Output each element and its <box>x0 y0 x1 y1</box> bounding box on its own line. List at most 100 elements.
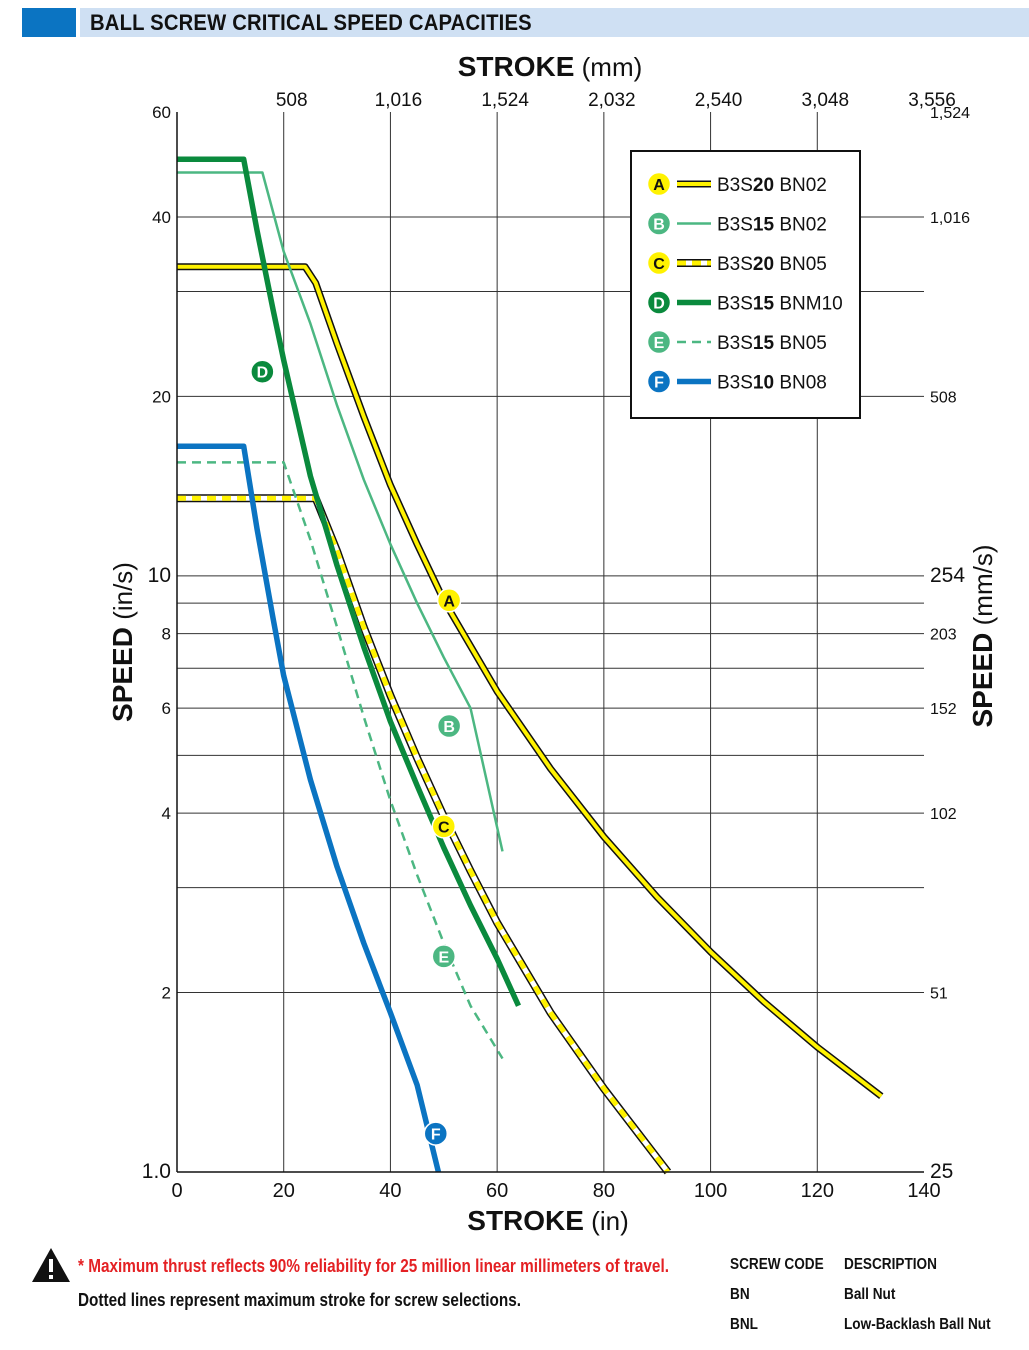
legend-item-F-badge: F <box>646 369 672 394</box>
y-tick-label-right: 102 <box>930 806 957 823</box>
x-axis-title-bottom: STROKE (in) <box>467 1205 628 1236</box>
series-A-badge-circle <box>436 588 462 613</box>
dotted-lines-footnote: Dotted lines represent maximum stroke fo… <box>78 1290 522 1310</box>
legend-item-A-badge: A <box>646 171 672 197</box>
series-E-line <box>177 461 504 1060</box>
y-tick-label-left: 10 <box>148 564 171 587</box>
x-tick-label-top: 1,524 <box>481 90 529 111</box>
series-B-badge-letter: B <box>443 719 455 736</box>
y-tick-label-left: 6 <box>162 699 171 718</box>
page-title: BALL SCREW CRITICAL SPEED CAPACITIES <box>90 10 532 35</box>
y-tick-label-left: 20 <box>152 387 171 406</box>
legend-item-B-badge: B <box>646 211 672 236</box>
series-C-badge-letter: C <box>653 256 665 273</box>
legend-item-C-label: B3S20 BN05 <box>717 254 827 275</box>
series-D-badge-letter: D <box>257 365 269 382</box>
critical-speed-chart: 0 20 40 60 80 100 120 140 508 1,016 1,524 2,032 2,54… <box>107 51 998 1236</box>
column-header-description: DESCRIPTION <box>844 1256 937 1273</box>
series-D-badge-circle <box>250 359 275 384</box>
legend-item-E-label: B3S15 BN05 <box>717 333 827 354</box>
legend: A B3S20 BN02 B B3S15 BN02 C B3S20 BN05 D B3S15 … <box>630 150 861 419</box>
series-E-badge-circle <box>431 944 457 969</box>
y-tick-label-right: 152 <box>930 701 957 718</box>
series-C-badge-circle <box>431 814 457 839</box>
screw-code-cell: BN <box>730 1286 750 1303</box>
page-header: BALL SCREW CRITICAL SPEED CAPACITIES <box>0 8 1029 37</box>
x-tick-label-top: 2,032 <box>588 90 636 111</box>
series-lines <box>177 156 884 1175</box>
series-C-line <box>177 495 670 1174</box>
series-B-badge-letter: B <box>653 217 665 234</box>
screw-code-cell: BNL <box>730 1316 758 1333</box>
series-E-badge-letter: E <box>438 949 449 966</box>
series-D-badge-circle <box>646 290 672 315</box>
y-tick-label-right: 1,016 <box>930 210 970 227</box>
header-accent-block <box>22 8 76 37</box>
x-tick-label-top: 1,016 <box>375 90 423 111</box>
series-A-badge-circle <box>646 171 672 197</box>
y-tick-label-right: 51 <box>930 986 948 1003</box>
y-tick-label-right: 203 <box>930 627 957 644</box>
axes: 0 20 40 60 80 100 120 140 508 1,016 1,524 2,032 2,54… <box>107 51 998 1236</box>
header-band <box>80 8 1029 37</box>
y-tick-label-right: 254 <box>930 564 965 587</box>
series-A-badge-letter: A <box>443 593 455 610</box>
series-F-badge-circle <box>423 1121 449 1146</box>
x-tick-label-top: 3,048 <box>802 90 850 111</box>
y-tick-label-left: 40 <box>152 208 171 227</box>
x-tick-label-top: 2,540 <box>695 90 743 111</box>
series-C-marker: C <box>431 814 457 839</box>
legend-item-D-label: B3S15 BNM10 <box>717 294 843 315</box>
y-tick-label-left: 1.0 <box>142 1160 171 1183</box>
series-A-line <box>177 264 883 1098</box>
legend-item-B-label: B3S15 BN02 <box>717 215 827 236</box>
column-header-code: SCREW CODE <box>730 1256 824 1273</box>
series-B-marker: B <box>436 713 462 739</box>
series-E-marker: E <box>431 944 457 969</box>
series-C-base <box>177 495 670 1174</box>
legend-item-A-label: B3S20 BN02 <box>717 175 827 196</box>
legend-item-E-badge: E <box>646 329 672 355</box>
legend-box <box>630 150 861 419</box>
y-tick-label-right: 1,524 <box>930 105 970 122</box>
warning-icon <box>30 1246 72 1289</box>
x-tick-label-top: 508 <box>276 90 308 111</box>
series-markers: A B C D E F <box>250 359 462 1146</box>
warning-footnote: * Maximum thrust reflects 90% reliabilit… <box>78 1256 669 1276</box>
series-F-badge-letter: F <box>654 375 664 392</box>
series-F-badge-circle <box>646 369 672 394</box>
y-tick-label-right: 25 <box>930 1160 953 1183</box>
series-C-badge-letter: C <box>438 819 450 836</box>
legend-item-F-label: B3S10 BN08 <box>717 373 827 394</box>
x-tick-label-top: 3,556 <box>908 90 956 111</box>
x-tick-label-bottom: 20 <box>273 1180 295 1202</box>
series-B-line <box>177 171 504 852</box>
series-F-marker: F <box>423 1121 449 1146</box>
x-axis-title-top: STROKE (mm) <box>458 51 643 82</box>
legend-item-C-badge: C <box>646 250 672 276</box>
series-B-badge-circle <box>436 713 462 739</box>
y-axis-title-left: SPEED (in/s) <box>107 562 138 722</box>
series-B-badge-circle <box>646 211 672 236</box>
x-tick-label-bottom: 40 <box>379 1180 401 1202</box>
x-tick-label-bottom: 80 <box>593 1180 615 1202</box>
y-tick-label-right: 508 <box>930 389 957 406</box>
x-tick-label-bottom: 60 <box>486 1180 508 1202</box>
y-axis-title-right: SPEED (mm/s) <box>967 544 998 727</box>
x-tick-label-bottom: 0 <box>171 1180 182 1202</box>
series-D-line <box>177 156 522 1007</box>
x-tick-label-bottom: 140 <box>907 1180 940 1202</box>
series-E-badge-letter: E <box>654 335 665 352</box>
series-D-marker: D <box>250 359 275 384</box>
series-A-marker: A <box>436 588 462 613</box>
description-cell: Ball Nut <box>844 1286 896 1303</box>
x-tick-label-bottom: 100 <box>694 1180 727 1202</box>
y-tick-label-left: 2 <box>162 984 171 1003</box>
description-cell: Low-Backlash Ball Nut <box>844 1316 991 1333</box>
series-E-badge-circle <box>646 329 672 355</box>
series-A-badge-letter: A <box>653 177 665 194</box>
x-tick-label-bottom: 120 <box>801 1180 834 1202</box>
series-C-badge-circle <box>646 250 672 276</box>
series-D-badge-letter: D <box>653 296 665 313</box>
series-F-badge-letter: F <box>431 1127 441 1144</box>
